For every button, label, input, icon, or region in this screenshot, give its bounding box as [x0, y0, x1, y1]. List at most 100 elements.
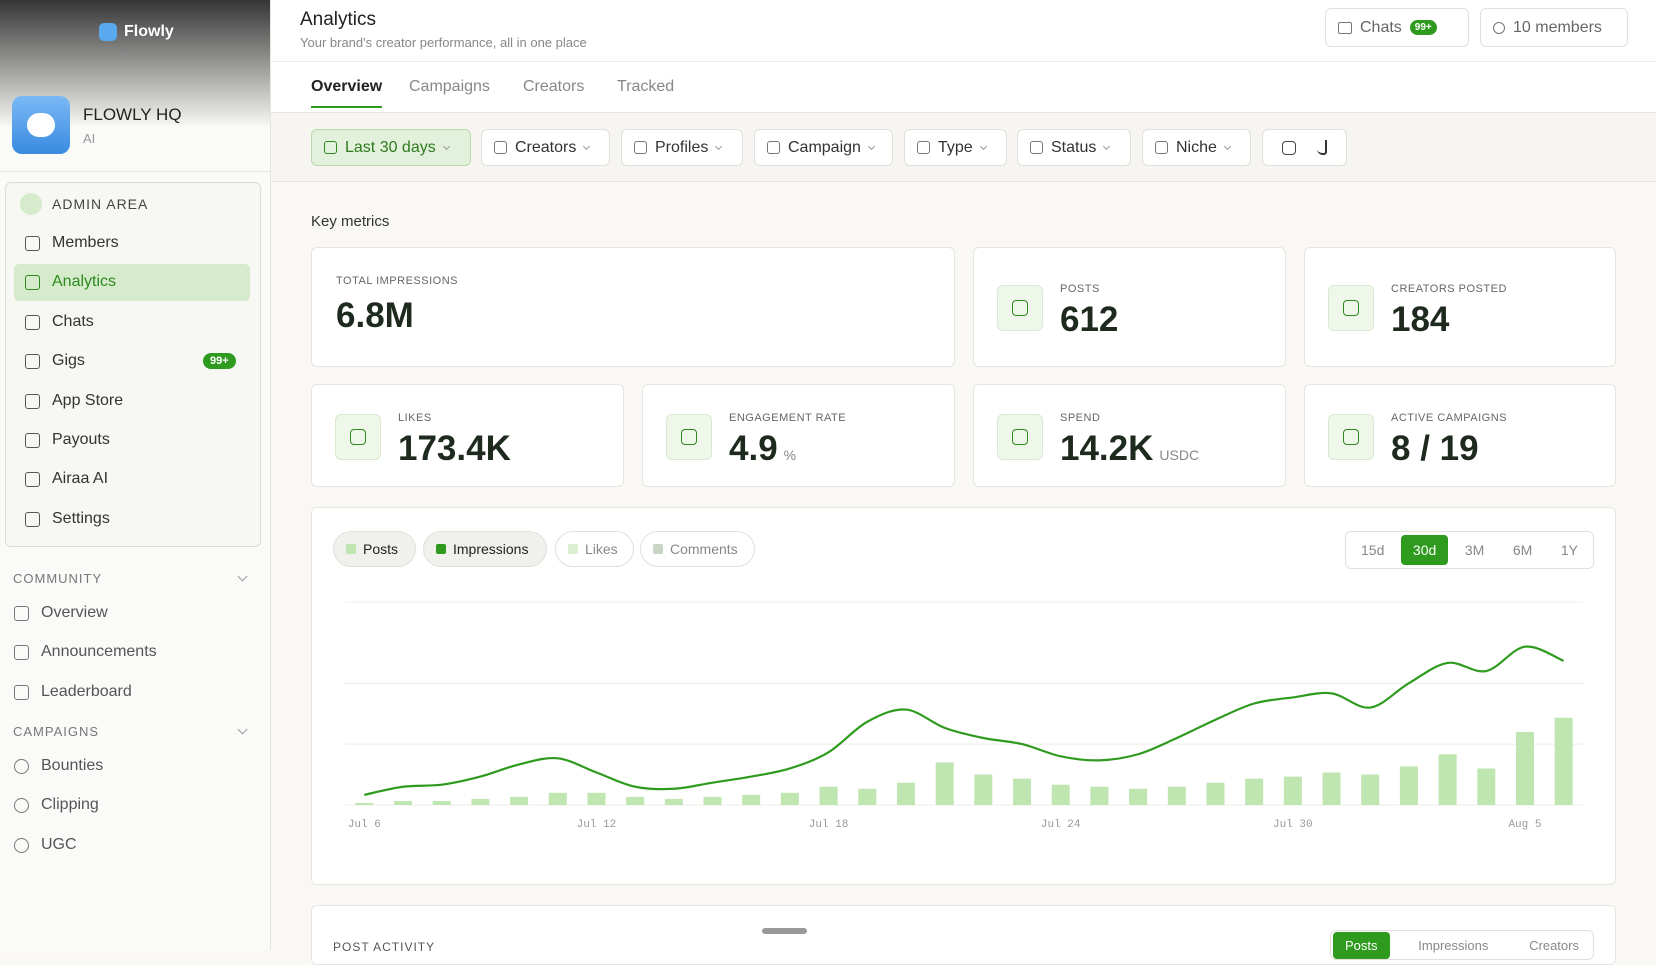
bar — [1361, 774, 1380, 805]
nav-item[interactable]: Leaderboard — [41, 682, 132, 700]
filter[interactable]: Creators — [481, 129, 610, 166]
x-tick-label: Aug 5 — [1508, 819, 1541, 831]
filter-icon — [324, 141, 337, 154]
nav-item[interactable]: Bounties — [41, 757, 104, 774]
icon — [25, 393, 40, 409]
nav-item[interactable]: Announcements — [41, 643, 157, 661]
icon — [25, 472, 40, 488]
nav-item[interactable]: Airaa AI — [52, 470, 109, 488]
members-label: 10 members — [1513, 18, 1602, 36]
toggle-button[interactable]: Creators — [1529, 937, 1579, 953]
chats-button[interactable]: Chats 99+ — [1325, 8, 1469, 47]
metric-label: ENGAGEMENT RATE — [729, 411, 847, 424]
value: 184 — [1391, 300, 1450, 339]
filter[interactable]: Last 30 days — [311, 129, 471, 166]
legend-chip[interactable]: Comments — [640, 531, 755, 567]
metric-label: ACTIVE CAMPAIGNS — [1391, 411, 1507, 424]
brand: Flowly — [124, 23, 174, 40]
filter[interactable]: Status — [1017, 129, 1131, 166]
nav-item[interactable]: Clipping — [41, 796, 99, 814]
toggle-button[interactable]: Posts — [1333, 931, 1390, 959]
glyph — [1343, 300, 1359, 316]
metric-card: POSTS 612 — [973, 247, 1286, 367]
active-item-bg — [14, 264, 250, 302]
admin-icon — [20, 193, 42, 215]
range-button[interactable]: 1Y — [1560, 542, 1578, 558]
metric-icon — [1328, 413, 1374, 460]
user-icon — [1493, 21, 1505, 34]
icon — [14, 798, 29, 814]
icon — [25, 275, 40, 291]
filter[interactable]: Type — [904, 129, 1007, 166]
post-activity-toggle: Posts Impressions Creators — [1330, 930, 1594, 960]
page-subtitle: Your brand's creator performance, all in… — [300, 35, 587, 50]
legend-chip[interactable]: Impressions — [423, 531, 547, 567]
filter-icon — [767, 141, 780, 154]
filter[interactable]: Profiles — [621, 129, 743, 166]
bar — [1554, 717, 1573, 805]
toggle-button[interactable]: Impressions — [1418, 937, 1489, 953]
bar — [355, 802, 374, 805]
legend-chip[interactable]: Posts — [333, 531, 416, 567]
chats-badge: 99+ — [1409, 20, 1437, 35]
nav-item[interactable]: Members — [52, 234, 119, 251]
nav-item[interactable]: UGC — [41, 835, 77, 853]
range-button[interactable]: 3M — [1464, 542, 1485, 558]
filter[interactable]: Campaign — [754, 129, 893, 166]
metric-label: POSTS — [1060, 283, 1100, 295]
tab[interactable]: Overview — [311, 78, 383, 95]
nav-item[interactable]: Payouts — [52, 431, 110, 448]
caret — [867, 142, 875, 150]
icon — [14, 606, 29, 621]
nav-item[interactable]: Gigs — [52, 352, 85, 370]
bar — [1515, 731, 1534, 805]
metric-value: 184 — [1391, 300, 1449, 340]
range-button[interactable]: 6M — [1512, 542, 1533, 558]
chart-card — [311, 507, 1616, 885]
metric-icon — [1328, 285, 1374, 331]
nav-item[interactable]: Analytics — [52, 273, 117, 291]
metric-value: 173.4K — [398, 429, 511, 469]
bar — [1477, 768, 1496, 805]
glyph — [350, 428, 366, 445]
bar — [896, 782, 915, 805]
value: 612 — [1060, 300, 1119, 339]
metric-label: LIKES — [398, 411, 432, 424]
page-title: Analytics — [300, 9, 377, 30]
legend-chip[interactable]: Likes — [555, 531, 634, 567]
tab[interactable]: Creators — [523, 78, 585, 95]
x-tick-label: Jul 30 — [1273, 819, 1313, 831]
nav-item[interactable]: Settings — [52, 509, 110, 527]
bar — [974, 774, 993, 805]
filter-label: Profiles — [655, 138, 709, 156]
metric-label: SPEND — [1060, 411, 1101, 424]
metric-value: 612 — [1060, 300, 1118, 340]
bar — [471, 798, 490, 805]
bar — [1245, 778, 1264, 805]
metric-value: 8 / 19 — [1391, 429, 1479, 469]
icon — [25, 433, 40, 448]
cloud — [27, 113, 55, 137]
nav-item[interactable]: App Store — [52, 391, 124, 409]
nav-item[interactable]: Chats — [52, 312, 94, 330]
tab[interactable]: Campaigns — [409, 78, 490, 95]
social-filter[interactable] — [1262, 129, 1347, 166]
metric-value: 6.8M — [336, 296, 414, 336]
bar — [1051, 784, 1070, 805]
bar — [819, 786, 838, 805]
range-button[interactable]: 15d — [1361, 542, 1385, 558]
members-button[interactable]: 10 members — [1480, 8, 1628, 47]
chats-label: Chats — [1360, 18, 1402, 36]
filter-label: Type — [938, 138, 973, 156]
filter[interactable]: Niche — [1142, 129, 1251, 166]
filter-label: Niche — [1176, 138, 1217, 156]
range-button[interactable]: 30d — [1400, 535, 1449, 565]
nav-item[interactable]: Overview — [41, 604, 108, 621]
tab[interactable]: Tracked — [617, 78, 675, 95]
icon — [14, 684, 29, 700]
legend-label: Likes — [585, 541, 618, 557]
line — [364, 645, 1565, 796]
filter-label: Creators — [515, 138, 577, 156]
brand-icon — [99, 23, 117, 41]
icon — [25, 236, 40, 251]
